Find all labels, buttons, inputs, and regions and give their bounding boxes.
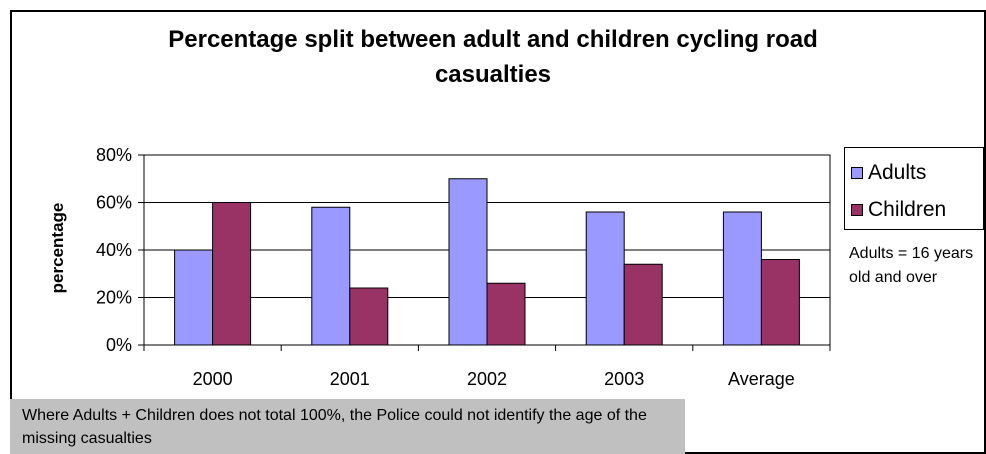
axes: 0% 20% 40% 60% 80% 2000 2001 2002 2003 Average [96, 145, 831, 389]
bar-children-2001 [349, 287, 389, 346]
legend-label-children: Children [868, 198, 947, 221]
footnote: Where Adults + Children does not total 1… [10, 399, 685, 454]
y-tick-label: 20% [96, 288, 132, 308]
x-tick-label: 2001 [330, 369, 370, 389]
legend-item-children: Children [851, 195, 946, 225]
legend: Adults Children [844, 147, 984, 230]
legend-label-adults: Adults [868, 161, 927, 184]
chart-title-line-1: Percentage split between adult and child… [168, 26, 818, 53]
x-tick-label: 2003 [604, 369, 644, 389]
bar-adults-2002 [448, 178, 488, 346]
legend-swatch-children [851, 204, 863, 216]
legend-item-adults: Adults [851, 158, 926, 188]
chart-title-line-2: casualties [434, 61, 552, 88]
bar-adults-2003 [585, 211, 625, 346]
legend-swatch-adults [851, 167, 863, 179]
bar-adults-2001 [311, 206, 351, 346]
y-tick-label: 0% [106, 335, 132, 355]
bar-children-2003 [623, 263, 663, 346]
x-tick-label: 2000 [193, 369, 233, 389]
bar-children-average [760, 259, 800, 346]
bar-adults-average [722, 211, 762, 346]
y-tick-label: 80% [96, 145, 132, 165]
chart-title: Percentage split between adult and child… [0, 22, 986, 92]
x-tick-label: Average [728, 369, 795, 389]
bars [174, 178, 800, 346]
x-tick-label: 2002 [467, 369, 507, 389]
bar-adults-2000 [174, 249, 214, 346]
bar-children-2002 [486, 282, 526, 346]
bar-children-2000 [212, 202, 252, 346]
y-axis-label: percentage [48, 203, 67, 294]
adults-definition-note: Adults = 16 years old and over [849, 245, 974, 286]
y-tick-label: 60% [96, 193, 132, 213]
y-tick-label: 40% [96, 240, 132, 260]
